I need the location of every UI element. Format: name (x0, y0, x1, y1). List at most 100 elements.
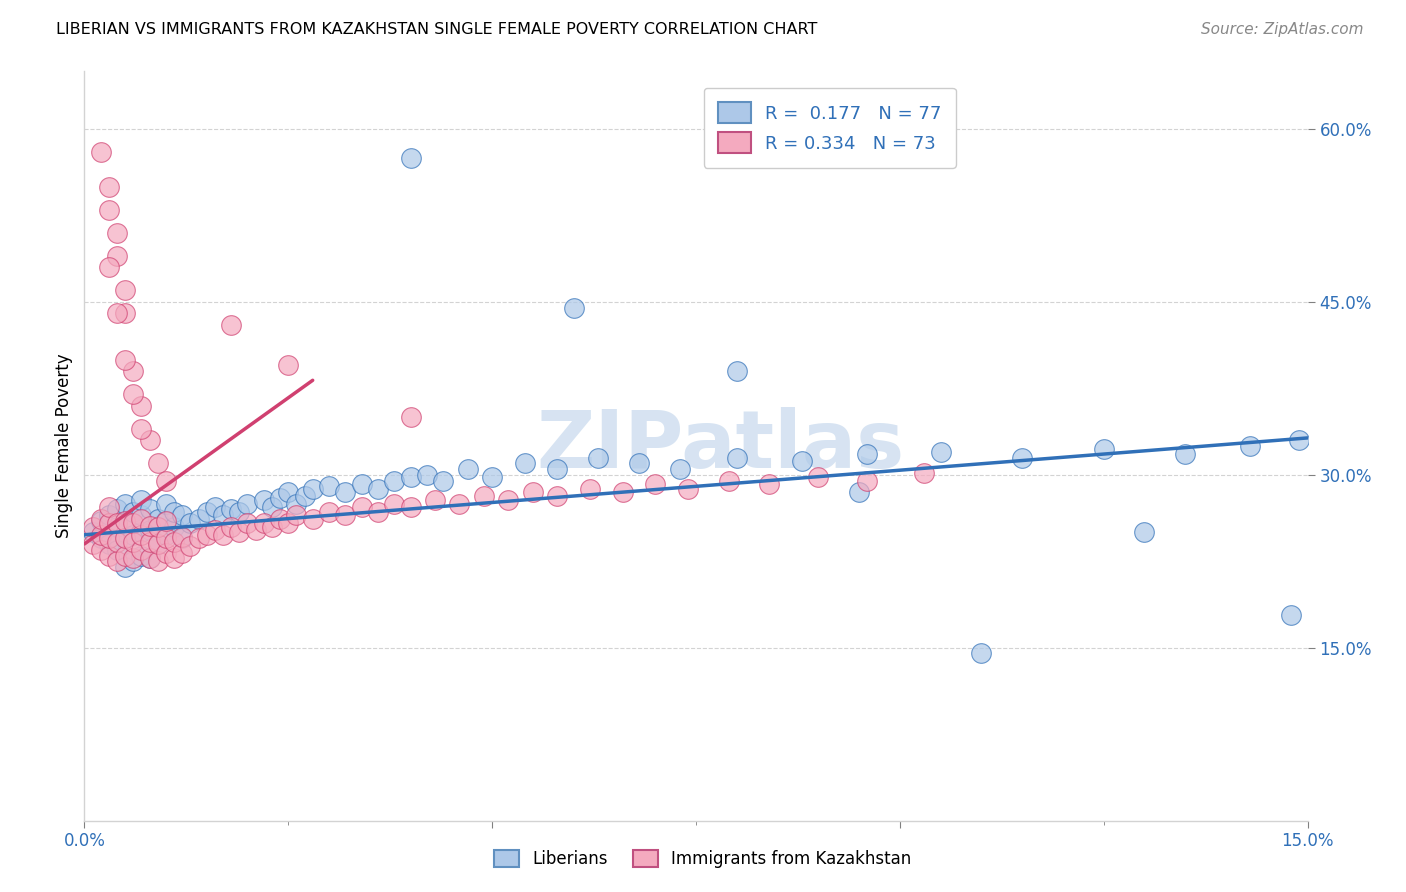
Point (350, 477, 373, 491)
Point (382, 497, 405, 511)
Point (122, 528, 145, 542)
Point (97, 537, 120, 551)
Point (97, 508, 120, 523)
Point (90, 511, 112, 525)
Point (579, 482, 602, 496)
Point (97, 531, 120, 545)
Point (138, 523, 160, 537)
Point (163, 534, 186, 549)
Point (513, 456, 536, 470)
Point (163, 519, 186, 533)
Point (146, 537, 169, 551)
Point (138, 434, 160, 448)
Point (114, 531, 136, 545)
Point (90, 528, 112, 542)
Point (105, 554, 128, 568)
Point (245, 523, 267, 537)
Point (179, 539, 201, 553)
Point (1279, 608, 1302, 623)
Point (114, 531, 136, 545)
Point (399, 410, 422, 425)
Point (498, 493, 520, 508)
Point (546, 489, 568, 503)
Point (172, 530, 194, 544)
Point (122, 364, 145, 378)
Point (114, 560, 136, 574)
Point (146, 456, 169, 470)
Point (155, 531, 177, 545)
Point (318, 505, 340, 519)
Point (1011, 450, 1033, 465)
Point (1239, 439, 1261, 453)
Point (253, 516, 276, 531)
Point (260, 519, 283, 533)
Point (146, 537, 169, 551)
Point (228, 505, 250, 519)
Point (122, 554, 145, 568)
Point (644, 477, 666, 491)
Point (172, 531, 194, 545)
Point (97, 549, 120, 563)
Point (105, 249, 128, 263)
Point (929, 444, 952, 458)
Point (856, 447, 879, 461)
Point (970, 647, 993, 661)
Point (195, 528, 218, 542)
Point (219, 502, 242, 516)
Point (1288, 434, 1310, 448)
Point (146, 554, 169, 568)
Point (195, 505, 218, 519)
Point (236, 497, 259, 511)
Point (97, 202, 120, 217)
Point (856, 474, 879, 488)
Point (318, 479, 340, 493)
Point (260, 500, 283, 514)
Point (146, 511, 169, 525)
Point (848, 485, 870, 500)
Point (586, 450, 609, 465)
Point (155, 514, 177, 528)
Point (1174, 447, 1197, 461)
Point (97, 516, 120, 531)
Point (131, 528, 153, 542)
Point (399, 500, 422, 514)
Text: ZIPatlas: ZIPatlas (536, 407, 904, 485)
Point (627, 456, 650, 470)
Point (546, 462, 568, 476)
Point (522, 485, 544, 500)
Point (725, 364, 748, 378)
Point (285, 497, 308, 511)
Point (277, 516, 299, 531)
Point (105, 306, 128, 320)
Point (97, 179, 120, 194)
Point (114, 497, 136, 511)
Point (717, 474, 740, 488)
Point (472, 489, 495, 503)
Point (114, 549, 136, 563)
Point (114, 514, 136, 528)
Point (155, 474, 177, 488)
Point (790, 454, 813, 468)
Point (219, 519, 242, 533)
Point (269, 511, 291, 525)
Point (367, 482, 389, 496)
Text: Source: ZipAtlas.com: Source: ZipAtlas.com (1201, 22, 1364, 37)
Point (562, 301, 585, 315)
Point (138, 518, 160, 533)
Point (105, 226, 128, 240)
Point (187, 531, 209, 545)
Point (807, 470, 830, 484)
Point (114, 284, 136, 298)
Point (253, 493, 276, 508)
Point (179, 516, 201, 531)
Point (122, 516, 145, 531)
Legend: R =  0.177   N = 77, R = 0.334   N = 73: R = 0.177 N = 77, R = 0.334 N = 73 (704, 88, 956, 168)
Point (212, 508, 235, 523)
Point (382, 474, 405, 488)
Point (285, 508, 308, 523)
Point (155, 546, 177, 560)
Point (105, 519, 128, 533)
Point (131, 549, 153, 563)
Point (612, 485, 634, 500)
Point (82, 537, 104, 551)
